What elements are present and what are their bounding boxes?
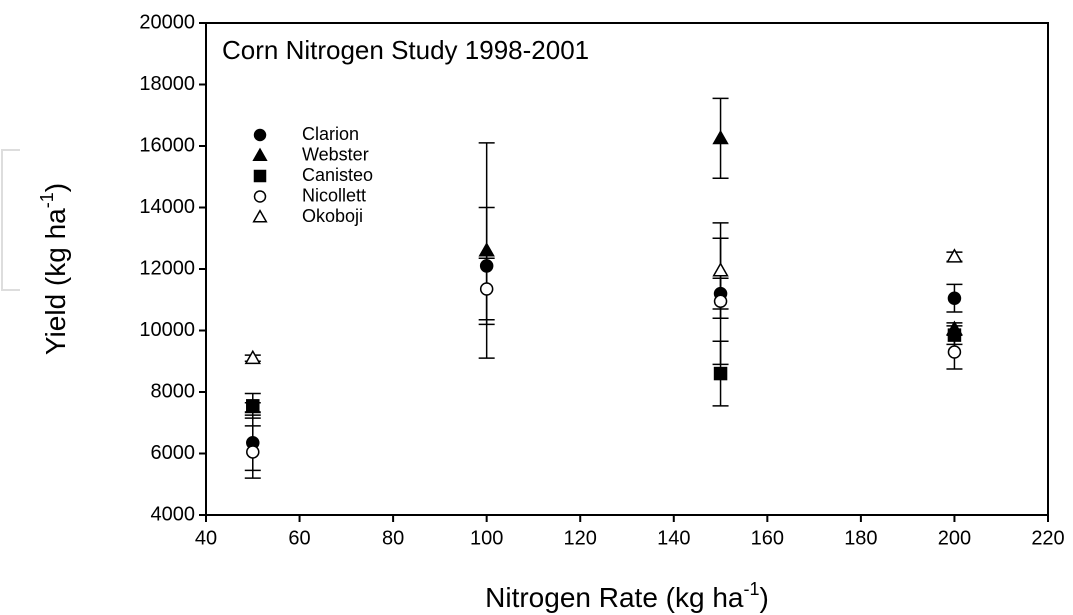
x-tick-label: 200: [938, 527, 971, 549]
point: [479, 259, 494, 273]
chart-title: Corn Nitrogen Study 1998-2001: [222, 35, 589, 65]
point: [947, 328, 962, 342]
x-tick-label: 60: [288, 527, 310, 549]
x-tick-label: 140: [657, 527, 690, 549]
legend-marker: [253, 190, 267, 203]
point: [244, 349, 261, 365]
y-tick-label: 16000: [139, 134, 195, 156]
y-tick-label: 4000: [151, 503, 196, 525]
y-tick-label: 6000: [151, 442, 196, 464]
point: [947, 291, 962, 305]
y-tick-label: 8000: [151, 380, 196, 402]
legend-label: Clarion: [302, 124, 359, 144]
point: [712, 262, 729, 277]
y-tick-label: 10000: [139, 319, 195, 341]
x-tick-label: 120: [564, 527, 597, 549]
x-tick-label: 80: [382, 527, 404, 549]
x-tick-label: 40: [195, 527, 217, 549]
legend-label: Canisteo: [302, 165, 373, 185]
x-tick-label: 100: [470, 527, 503, 549]
legend-marker: [252, 147, 268, 161]
y-tick-label: 20000: [139, 11, 195, 33]
legend-marker: [253, 169, 267, 183]
plot-frame: [205, 22, 1049, 516]
y-tick-label: 18000: [139, 73, 195, 95]
y-axis-label: Yield (kg ha-1): [37, 183, 72, 355]
point: [479, 282, 494, 296]
y-tick-label: 14000: [139, 196, 195, 218]
side-bracket: [1, 149, 20, 291]
point: [478, 242, 495, 257]
point: [712, 129, 729, 145]
legend-label: Okoboji: [302, 206, 363, 226]
x-tick-label: 220: [1031, 527, 1064, 549]
legend-marker: [253, 128, 267, 142]
point: [713, 366, 728, 381]
legend-label: Webster: [302, 144, 369, 164]
point: [246, 445, 260, 459]
x-tick-label: 180: [844, 527, 877, 549]
x-axis-label: Nitrogen Rate (kg ha-1): [485, 579, 769, 614]
point: [946, 248, 963, 263]
point: [947, 345, 962, 359]
legend-label: Nicollett: [302, 185, 366, 205]
point: [246, 399, 260, 413]
point: [713, 294, 728, 309]
x-tick-label: 160: [751, 527, 784, 549]
legend-marker: [252, 209, 268, 223]
y-tick-label: 12000: [139, 257, 195, 279]
